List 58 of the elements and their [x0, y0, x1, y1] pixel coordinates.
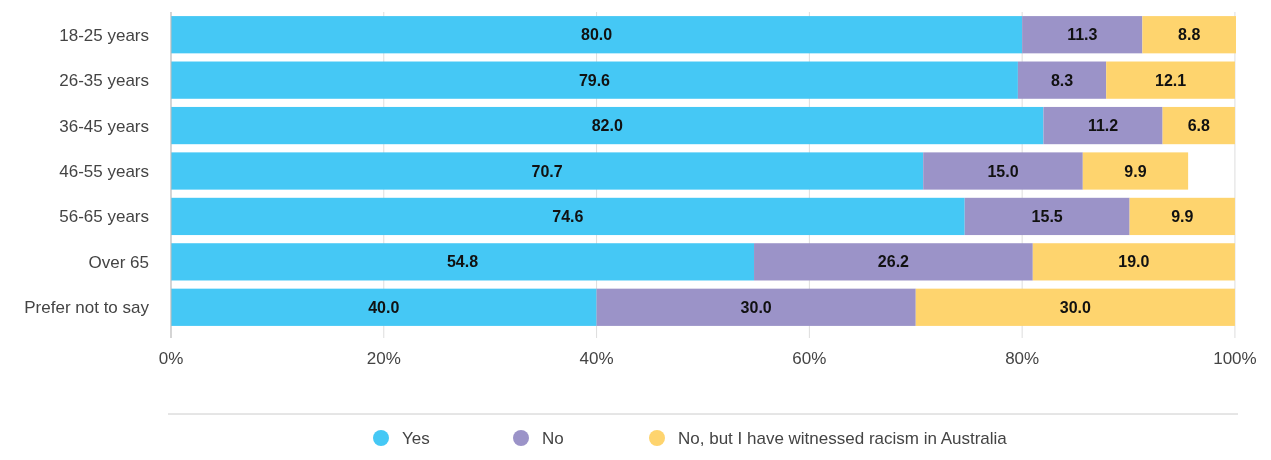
y-tick-label: 56-65 years	[59, 207, 149, 227]
data-label: 70.7	[531, 162, 563, 180]
y-tick-label: 18-25 years	[59, 25, 149, 45]
legend-label: Yes	[402, 428, 430, 448]
data-label: 15.0	[987, 162, 1019, 180]
bar	[923, 152, 1083, 190]
y-tick-label: Prefer not to say	[24, 298, 150, 318]
bar	[1043, 106, 1163, 145]
bar	[171, 288, 597, 326]
bar	[1142, 16, 1236, 54]
data-label: 80.0	[581, 26, 613, 44]
x-tick-label: 100%	[1213, 349, 1257, 368]
x-tick-label: 20%	[366, 349, 401, 368]
data-label: 9.9	[1171, 208, 1194, 226]
bar	[1129, 197, 1235, 236]
data-label: 26.2	[877, 253, 910, 271]
x-tick-label: 60%	[792, 349, 827, 368]
legend-label: No	[542, 428, 564, 448]
legend-label: No, but I have witnessed racism in Australia	[678, 428, 1008, 448]
data-label: 6.8	[1187, 117, 1210, 135]
bar	[171, 243, 755, 281]
bar	[171, 16, 1023, 54]
y-tick-label: 26-35 years	[59, 71, 149, 91]
data-label: 40.0	[368, 298, 400, 316]
bar	[596, 288, 916, 326]
data-label: 79.6	[578, 71, 611, 89]
y-tick-label: Over 65	[88, 252, 149, 272]
data-label: 19.0	[1118, 253, 1150, 271]
data-label: 30.0	[1059, 298, 1092, 316]
data-label: 74.6	[552, 208, 584, 226]
bar	[1032, 243, 1235, 281]
data-label: 11.2	[1087, 117, 1119, 135]
bar	[1022, 16, 1143, 54]
bar	[964, 197, 1130, 236]
bar	[1106, 61, 1235, 99]
data-label: 12.1	[1155, 71, 1187, 89]
y-tick-label: 46-55 years	[59, 161, 149, 181]
data-label: 8.8	[1178, 26, 1201, 44]
x-tick-label: 40%	[579, 349, 614, 368]
bar	[171, 152, 924, 190]
data-label: 11.3	[1067, 26, 1098, 44]
bar	[171, 197, 965, 236]
data-label: 15.5	[1031, 208, 1063, 226]
bar	[1162, 106, 1235, 145]
bar	[1082, 152, 1189, 190]
x-tick-label: 0%	[158, 349, 184, 368]
data-label: 54.8	[446, 253, 479, 271]
data-label: 30.0	[740, 298, 772, 316]
bar	[915, 288, 1235, 326]
bar	[171, 106, 1044, 145]
bar	[754, 243, 1033, 281]
data-label: 82.0	[591, 117, 623, 135]
bar	[171, 61, 1018, 99]
bar	[1017, 61, 1107, 99]
y-tick-label: 36-45 years	[59, 116, 149, 136]
data-label: 8.3	[1050, 71, 1074, 89]
data-label: 9.9	[1124, 162, 1147, 180]
x-tick-label: 80%	[1005, 349, 1040, 368]
